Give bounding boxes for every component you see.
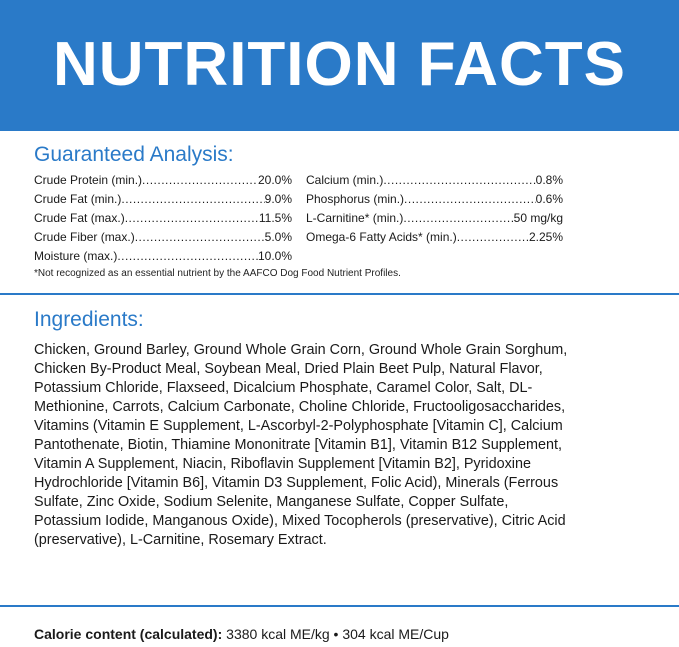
- section-divider: [0, 605, 679, 607]
- guaranteed-analysis-heading: Guaranteed Analysis:: [34, 143, 234, 166]
- analysis-row: Crude Protein (min.) 20.0%: [34, 171, 292, 190]
- analysis-row: Calcium (min.) 0.8%: [306, 171, 563, 190]
- ingredients-heading: Ingredients:: [34, 308, 144, 331]
- analysis-label: Moisture (max.): [34, 249, 118, 263]
- dot-leader: [457, 228, 529, 247]
- dot-leader: [135, 228, 265, 247]
- dot-leader: [121, 190, 264, 209]
- analysis-row: Crude Fat (max.) 11.5%: [34, 209, 292, 228]
- analysis-value: 11.5%: [258, 211, 292, 225]
- analysis-value: 0.8%: [535, 173, 563, 187]
- header-banner: NUTRITION FACTS: [0, 0, 679, 131]
- calorie-value: 3380 kcal ME/kg • 304 kcal ME/Cup: [226, 626, 449, 642]
- analysis-label: Calcium (min.): [306, 173, 384, 187]
- page-title: NUTRITION FACTS: [53, 30, 626, 99]
- analysis-value: 5.0%: [264, 230, 292, 244]
- aafco-footnote: *Not recognized as an essential nutrient…: [34, 268, 401, 279]
- dot-leader: [383, 171, 535, 190]
- analysis-row: Crude Fat (min.) 9.0%: [34, 190, 292, 209]
- analysis-label: Crude Fat (min.): [34, 192, 122, 206]
- analysis-value: 0.6%: [535, 192, 563, 206]
- analysis-label: Crude Protein (min.): [34, 173, 143, 187]
- analysis-value: 50 mg/kg: [513, 211, 563, 225]
- analysis-column-left: Crude Protein (min.) 20.0% Crude Fat (mi…: [34, 171, 292, 266]
- dot-leader: [403, 209, 513, 228]
- analysis-label: Omega-6 Fatty Acids* (min.): [306, 230, 457, 244]
- analysis-column-right: Calcium (min.) 0.8% Phosphorus (min.) 0.…: [306, 171, 563, 247]
- calorie-label: Calorie content (calculated):: [34, 626, 223, 642]
- section-divider: [0, 293, 679, 295]
- dot-leader: [125, 209, 259, 228]
- analysis-value: 2.25%: [528, 230, 563, 244]
- dot-leader: [404, 190, 536, 209]
- analysis-label: Crude Fat (max.): [34, 211, 125, 225]
- analysis-label: Phosphorus (min.): [306, 192, 405, 206]
- analysis-value: 10.0%: [257, 249, 292, 263]
- analysis-label: L-Carnitine* (min.): [306, 211, 404, 225]
- analysis-label: Crude Fiber (max.): [34, 230, 135, 244]
- analysis-row: Crude Fiber (max.) 5.0%: [34, 228, 292, 247]
- dot-leader: [142, 171, 258, 190]
- analysis-row: L-Carnitine* (min.) 50 mg/kg: [306, 209, 563, 228]
- analysis-row: Omega-6 Fatty Acids* (min.) 2.25%: [306, 228, 563, 247]
- ingredients-text: Chicken, Ground Barley, Ground Whole Gra…: [34, 342, 568, 548]
- dot-leader: [117, 247, 258, 266]
- analysis-value: 9.0%: [264, 192, 292, 206]
- calorie-content: Calorie content (calculated): 3380 kcal …: [34, 626, 449, 642]
- analysis-value: 20.0%: [257, 173, 292, 187]
- analysis-row: Phosphorus (min.) 0.6%: [306, 190, 563, 209]
- analysis-row: Moisture (max.) 10.0%: [34, 247, 292, 266]
